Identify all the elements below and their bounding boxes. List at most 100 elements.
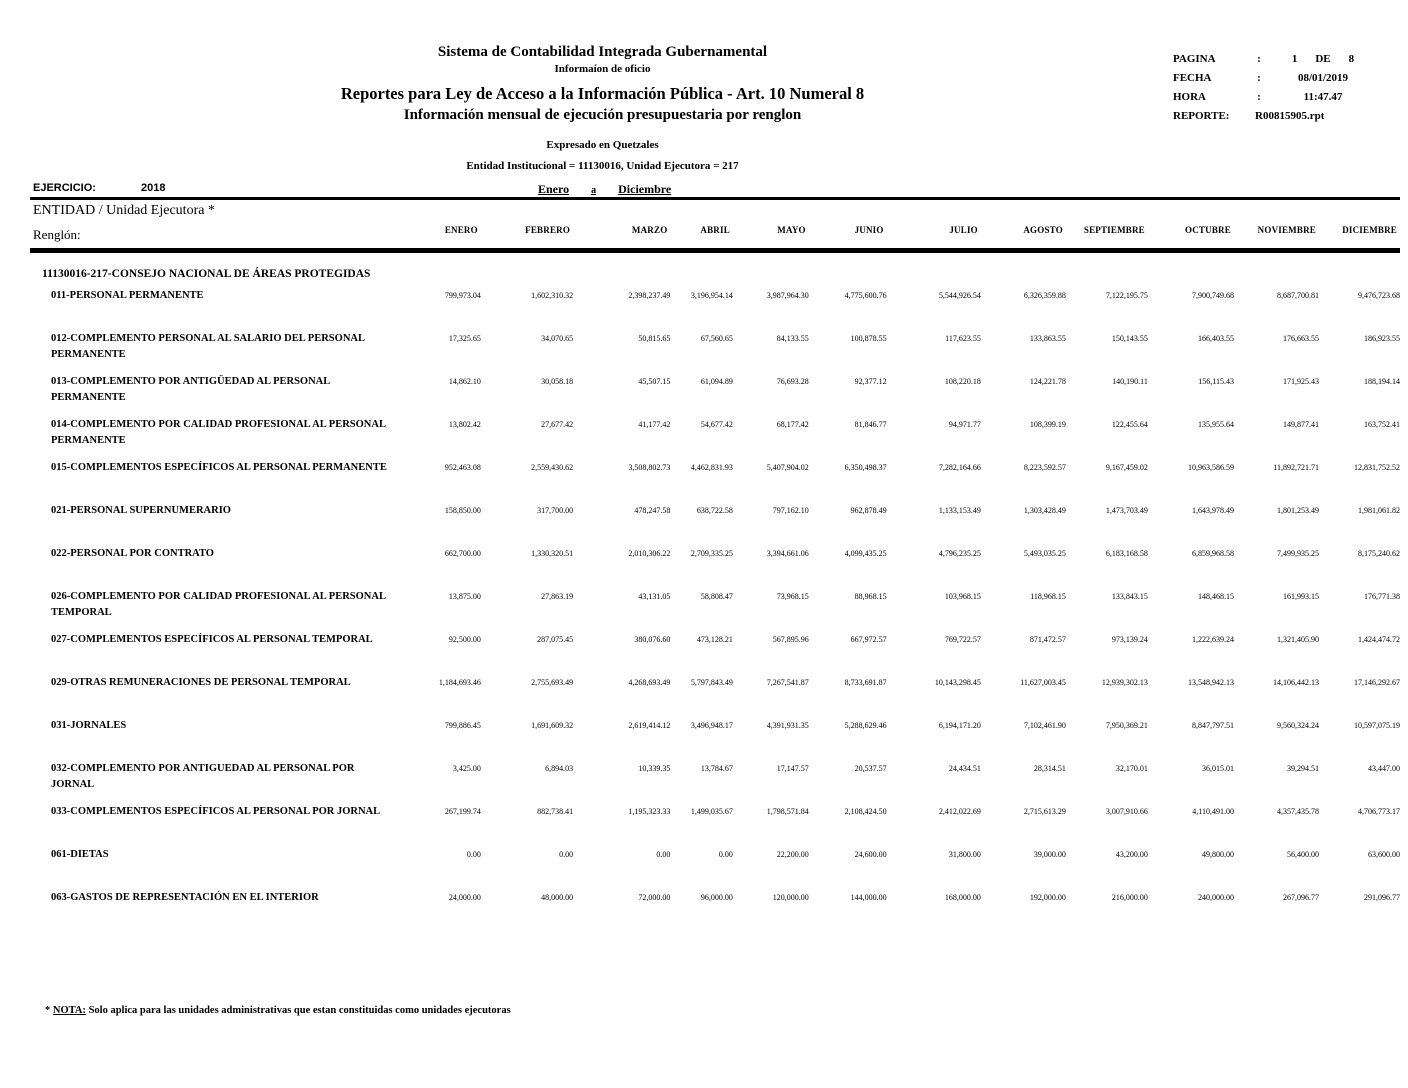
cell-value: 6,894.03 <box>545 764 574 773</box>
row-label: 021-PERSONAL SUPERNUMERARIO <box>51 505 231 516</box>
cell-value: 6,194,171.20 <box>938 721 981 730</box>
ejercicio-row: EJERCICIO: 2018 Enero a Diciembre <box>33 182 1393 197</box>
cell-value: 158,850.00 <box>444 506 481 515</box>
hora-colon: : <box>1257 91 1261 103</box>
cell-value: 192,000.00 <box>1029 893 1066 902</box>
row-label: 027-COMPLEMENTOS ESPECÍFICOS AL PERSONAL… <box>51 634 373 645</box>
cell-value: 50,815.65 <box>638 334 671 343</box>
cell-value: 11,892,721.71 <box>1273 463 1319 472</box>
cell-value: 103,968.15 <box>944 592 981 601</box>
hora-label: HORA <box>1173 91 1206 103</box>
entidad-header: ENTIDAD / Unidad Ejecutora * <box>33 203 215 218</box>
cell-value: 2,412,022.69 <box>938 807 981 816</box>
month-header-row: ENERO FEBRERO MARZO ABRIL MAYO JUNIO JULIO AGOS… <box>30 225 1400 235</box>
cell-value: 27,863.19 <box>541 592 574 601</box>
cell-value: 3,496,948.17 <box>690 721 733 730</box>
pagina-value: 1 DE 8 <box>1273 53 1373 65</box>
cell-value: 5,407,904.02 <box>766 463 809 472</box>
cell-value: 1,801,253.49 <box>1276 506 1319 515</box>
cell-value: 166,403.55 <box>1197 334 1234 343</box>
cell-value: 3,987,964.30 <box>766 291 809 300</box>
section-title-row: 11130016-217-CONSEJO NACIONAL DE ÁREAS P… <box>30 262 1400 288</box>
cell-value: 4,706,773.17 <box>1358 807 1400 816</box>
cell-value: 4,796,235.25 <box>938 549 981 558</box>
period-separator: a <box>591 185 597 196</box>
cell-value: 6,859,968.58 <box>1191 549 1234 558</box>
cell-value: 4,110,491.00 <box>1192 807 1234 816</box>
cell-value: 17,146,292.67 <box>1354 678 1400 687</box>
cell-value: 13,548,942.13 <box>1187 678 1234 687</box>
subtitle-law: Reportes para Ley de Acceso a la Informa… <box>340 84 865 103</box>
cell-value: 188,194.14 <box>1364 377 1400 386</box>
cell-value: 94,971.77 <box>948 420 981 429</box>
divider-top <box>30 197 1400 200</box>
table-row: 063-GASTOS DE REPRESENTACIÓN EN EL INTER… <box>30 890 1400 933</box>
fecha-value: 08/01/2019 <box>1297 72 1349 84</box>
row-label: 014-COMPLEMENTO POR CALIDAD PROFESIONAL … <box>51 419 386 446</box>
cell-value: 9,167,459.02 <box>1105 463 1148 472</box>
cell-value: 7,267,541.87 <box>766 678 809 687</box>
section-title: 11130016-217-CONSEJO NACIONAL DE ÁREAS P… <box>42 268 371 280</box>
month-header: DICIEMBRE <box>1342 225 1397 235</box>
cell-value: 108,220.18 <box>944 377 981 386</box>
month-header: FEBRERO <box>525 225 571 235</box>
cell-value: 17,325.65 <box>448 334 481 343</box>
row-label: 031-JORNALES <box>51 720 127 731</box>
cell-value: 73,968.15 <box>776 592 809 601</box>
cell-value: 24,434.51 <box>948 764 981 773</box>
cell-value: 240,000.00 <box>1197 893 1234 902</box>
row-label: 013-COMPLEMENTO POR ANTIGÜEDAD AL PERSON… <box>51 376 330 403</box>
cell-value: 7,900,749.68 <box>1191 291 1234 300</box>
month-header: JULIO <box>949 225 978 235</box>
row-label: 063-GASTOS DE REPRESENTACIÓN EN EL INTER… <box>51 892 319 903</box>
pagina-number: 1 <box>1291 53 1298 65</box>
cell-value: 84,133.55 <box>776 334 809 343</box>
page-title: Sistema de Contabilidad Integrada Gubern… <box>437 44 768 60</box>
cell-value: 63,600.00 <box>1368 850 1400 859</box>
cell-value: 13,875.00 <box>448 592 481 601</box>
meta-reporte: REPORTE: R00815905.rpt <box>1173 110 1373 122</box>
cell-value: 0.00 <box>656 850 671 859</box>
cell-value: 2,010,306.22 <box>628 549 671 558</box>
cell-value: 45,507.15 <box>638 377 671 386</box>
month-header: ABRIL <box>700 225 730 235</box>
report-header: Sistema de Contabilidad Integrada Gubern… <box>230 44 975 172</box>
cell-value: 96,000.00 <box>700 893 733 902</box>
cell-value: 4,462,831.93 <box>690 463 733 472</box>
cell-value: 7,122,195.75 <box>1105 291 1148 300</box>
row-label: 011-PERSONAL PERMANENTE <box>51 290 204 301</box>
cell-value: 92,377.12 <box>854 377 887 386</box>
month-header: NOVIEMBRE <box>1257 225 1316 235</box>
cell-value: 4,357,435.78 <box>1276 807 1319 816</box>
cell-value: 118,968.15 <box>1030 592 1066 601</box>
cell-value: 1,499,035.67 <box>690 807 733 816</box>
cell-value: 7,950,369.21 <box>1105 721 1148 730</box>
cell-value: 8,733,691.87 <box>844 678 887 687</box>
cell-value: 14,862.10 <box>448 377 481 386</box>
cell-value: 10,339.35 <box>638 764 671 773</box>
cell-value: 9,476,723.68 <box>1358 291 1400 300</box>
table-row: 032-COMPLEMENTO POR ANTIGUEDAD AL PERSON… <box>30 761 1400 804</box>
table-row: 031-JORNALES 799,886.45 1,691,609.32 2,619,… <box>30 718 1400 761</box>
cell-value: 267,096.77 <box>1282 893 1319 902</box>
month-header-table: ENERO FEBRERO MARZO ABRIL MAYO JUNIO JULIO AGOS… <box>30 225 1400 235</box>
cell-value: 168,000.00 <box>944 893 981 902</box>
cell-value: 2,108,424.50 <box>844 807 887 816</box>
period-to: Diciembre <box>618 182 672 196</box>
cell-value: 380,076.60 <box>634 635 671 644</box>
cell-value: 30,058.18 <box>541 377 574 386</box>
fecha-colon: : <box>1257 72 1261 84</box>
cell-value: 1,473,703.49 <box>1105 506 1148 515</box>
cell-value: 478,247.58 <box>634 506 671 515</box>
cell-value: 92,500.00 <box>448 635 481 644</box>
row-label: 029-OTRAS REMUNERACIONES DE PERSONAL TEM… <box>51 677 351 688</box>
table-row: 029-OTRAS REMUNERACIONES DE PERSONAL TEM… <box>30 675 1400 718</box>
cell-value: 12,831,752.52 <box>1354 463 1400 472</box>
cell-value: 2,398,237.49 <box>628 291 671 300</box>
cell-value: 2,619,414.12 <box>628 721 671 730</box>
cell-value: 291,096.77 <box>1364 893 1400 902</box>
ejercicio-label: EJERCICIO: <box>33 182 96 194</box>
cell-value: 81,846.77 <box>854 420 887 429</box>
table-row: 027-COMPLEMENTOS ESPECÍFICOS AL PERSONAL… <box>30 632 1400 675</box>
table-row: 022-PERSONAL POR CONTRATO 662,700.00 1,330… <box>30 546 1400 589</box>
